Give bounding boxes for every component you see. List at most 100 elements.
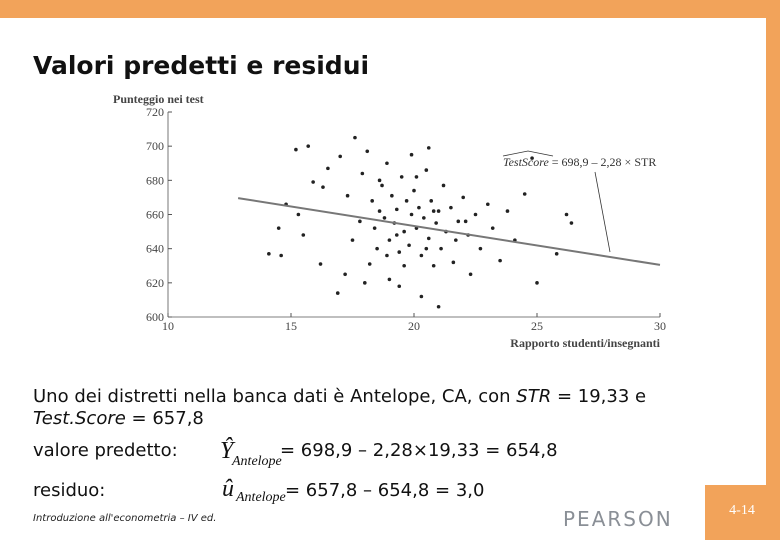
point	[345, 193, 350, 198]
point	[375, 246, 379, 251]
point	[434, 221, 438, 225]
point	[530, 156, 534, 160]
point	[311, 180, 315, 184]
y-tick-label: 720	[146, 105, 164, 119]
point	[382, 216, 387, 220]
point	[564, 212, 569, 217]
footer: Introduzione all'econometria – IV ed.	[33, 513, 216, 524]
point	[353, 135, 357, 140]
point	[404, 199, 409, 203]
point	[436, 304, 441, 309]
point	[360, 171, 365, 176]
point	[486, 202, 490, 207]
point	[451, 260, 456, 265]
point	[414, 175, 419, 179]
point	[367, 262, 372, 266]
hat	[502, 150, 554, 157]
residual-subscript: Antelope	[235, 490, 286, 505]
point	[370, 199, 374, 203]
point	[419, 294, 424, 299]
point	[296, 212, 301, 217]
point	[424, 168, 429, 172]
x-tick-label: 25	[531, 319, 543, 333]
point	[554, 251, 559, 256]
point	[267, 251, 271, 256]
point	[387, 238, 392, 242]
point	[397, 250, 402, 254]
point	[468, 272, 473, 277]
page-number: 4-14	[729, 503, 755, 518]
point	[569, 221, 574, 225]
point	[365, 149, 370, 154]
point	[424, 246, 429, 251]
paragraph-line-1: Uno dei distretti nella banca dati è Ant…	[33, 386, 646, 407]
predicted-subscript: Antelope	[231, 454, 282, 469]
point	[422, 216, 426, 220]
point	[412, 188, 416, 193]
text: = 19,33 e	[551, 386, 646, 407]
point	[279, 253, 283, 258]
residual-symbol: û	[222, 476, 234, 502]
logo: PEARSON	[563, 507, 673, 531]
predicted-expression: = 698,9 – 2,28×19,33 = 654,8	[280, 440, 558, 461]
point	[318, 262, 323, 266]
point	[409, 212, 414, 217]
predicted-symbol: Ŷ	[220, 438, 236, 464]
point	[385, 253, 389, 258]
point	[350, 238, 355, 242]
y-tick-label: 600	[146, 310, 164, 324]
point	[335, 291, 340, 295]
text: Test.Score	[33, 408, 126, 429]
point	[461, 195, 466, 200]
point	[363, 281, 367, 285]
annotation-text: TestScore = 698,9 – 2,28 × STR	[503, 155, 656, 169]
point	[522, 192, 527, 196]
chart: 600 620 640 660 680 700 720 10 15 20 25 30 Punteggio…	[113, 92, 666, 350]
point	[358, 219, 362, 224]
point	[409, 152, 414, 157]
point	[490, 226, 495, 230]
y-axis-label: Punteggio nei test	[113, 92, 204, 106]
point	[419, 253, 424, 258]
point	[463, 219, 468, 224]
paragraph-line-2: Test.Score = 657,8	[33, 408, 204, 429]
point	[426, 236, 431, 241]
x-tick-label: 30	[654, 319, 666, 333]
page-box	[705, 485, 780, 540]
point	[429, 199, 434, 203]
point	[338, 154, 343, 159]
point	[431, 209, 436, 213]
point	[321, 185, 325, 189]
point	[426, 146, 431, 150]
point	[535, 281, 539, 285]
pointer	[594, 171, 611, 253]
point	[407, 243, 411, 248]
predicted-label: valore predetto:	[33, 440, 178, 461]
point	[385, 161, 389, 166]
point	[377, 178, 382, 183]
point	[449, 205, 453, 210]
point	[399, 175, 404, 179]
point	[454, 238, 458, 242]
residual-expression: = 657,8 – 654,8 = 3,0	[285, 480, 484, 501]
point	[436, 209, 441, 213]
point	[301, 233, 306, 237]
point	[394, 233, 399, 237]
residual-label: residuo:	[33, 480, 105, 501]
annotation-rhs: = 698,9 – 2,28 × STR	[549, 155, 657, 169]
point	[456, 219, 461, 224]
slide-body	[0, 18, 766, 540]
x-axis-label: Rapporto studenti/insegnanti	[510, 336, 660, 350]
point	[380, 183, 384, 188]
y-tick-label: 660	[146, 208, 164, 222]
point	[394, 207, 399, 212]
point	[439, 246, 443, 251]
point	[478, 246, 483, 251]
point	[390, 193, 394, 198]
point	[473, 212, 478, 217]
point	[402, 229, 406, 234]
y-tick-label: 700	[146, 139, 164, 153]
y-tick-label: 680	[146, 173, 164, 187]
point	[402, 263, 406, 268]
